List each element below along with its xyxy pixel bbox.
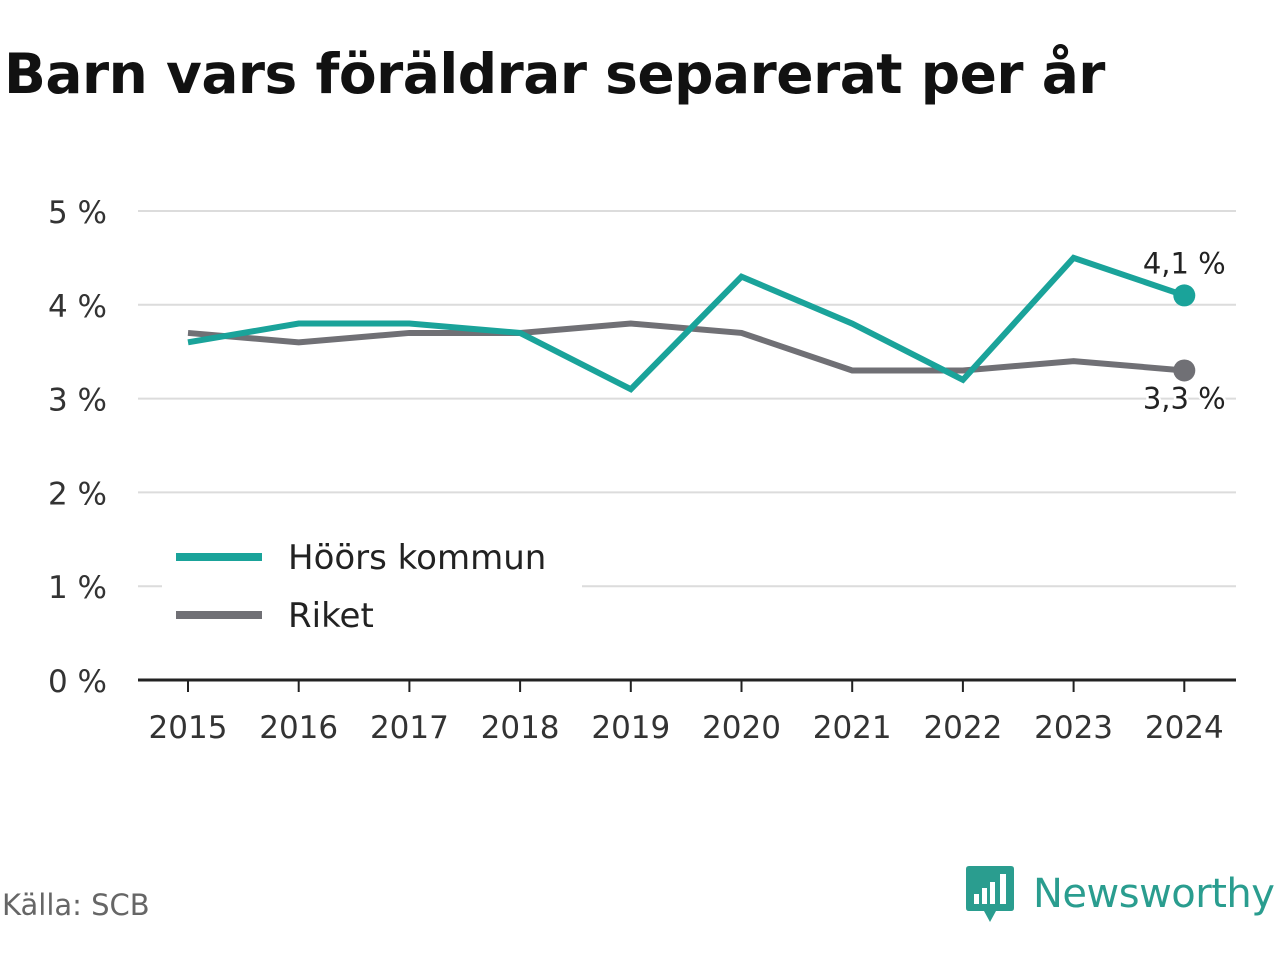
y-tick-label: 5 % xyxy=(48,195,107,231)
x-tick-label: 2015 xyxy=(149,710,228,746)
data-point xyxy=(1173,359,1196,382)
x-tick-label: 2024 xyxy=(1145,710,1224,746)
end-labels: 3,3 % 4,1 % xyxy=(1140,244,1228,418)
x-tick-label: 2020 xyxy=(702,710,781,746)
y-tick-label: 2 % xyxy=(48,476,107,512)
x-tick-label: 2022 xyxy=(923,710,1002,746)
x-tick-label: 2019 xyxy=(591,710,670,746)
chart-title: Barn vars föräldrar separerat per år xyxy=(4,42,1105,106)
source-note: Källa: SCB xyxy=(2,888,150,922)
series-lines xyxy=(187,254,1196,393)
y-tick-label: 1 % xyxy=(48,570,107,606)
y-axis-tick-labels: 0 % 1 % 2 % 3 % 4 % 5 % xyxy=(48,195,107,700)
series-line xyxy=(187,320,1185,374)
end-value-label: 3,3 % xyxy=(1143,381,1226,415)
legend: Höörs kommun Riket xyxy=(162,528,582,636)
x-tick-label: 2023 xyxy=(1034,710,1113,746)
y-tick-label: 0 % xyxy=(48,664,107,700)
x-axis-tick-labels: 2015 2016 2017 2018 2019 2020 2021 2022 2023 2024 xyxy=(149,710,1224,746)
end-value-label: 4,1 % xyxy=(1143,246,1226,280)
x-tick-label: 2017 xyxy=(370,710,449,746)
x-tick-label: 2021 xyxy=(813,710,892,746)
series-line xyxy=(187,254,1186,393)
y-tick-label: 4 % xyxy=(48,289,107,325)
brand: Newsworthy xyxy=(965,864,1275,924)
x-axis xyxy=(138,678,1236,692)
legend-label: Höörs kommun xyxy=(288,538,546,578)
brand-name: Newsworthy xyxy=(1033,871,1275,917)
y-tick-label: 3 % xyxy=(48,383,107,419)
legend-label: Riket xyxy=(288,596,374,636)
x-tick-label: 2016 xyxy=(259,710,338,746)
data-point xyxy=(1173,284,1196,307)
x-tick-label: 2018 xyxy=(481,710,560,746)
newsworthy-logo-icon xyxy=(966,866,1014,922)
